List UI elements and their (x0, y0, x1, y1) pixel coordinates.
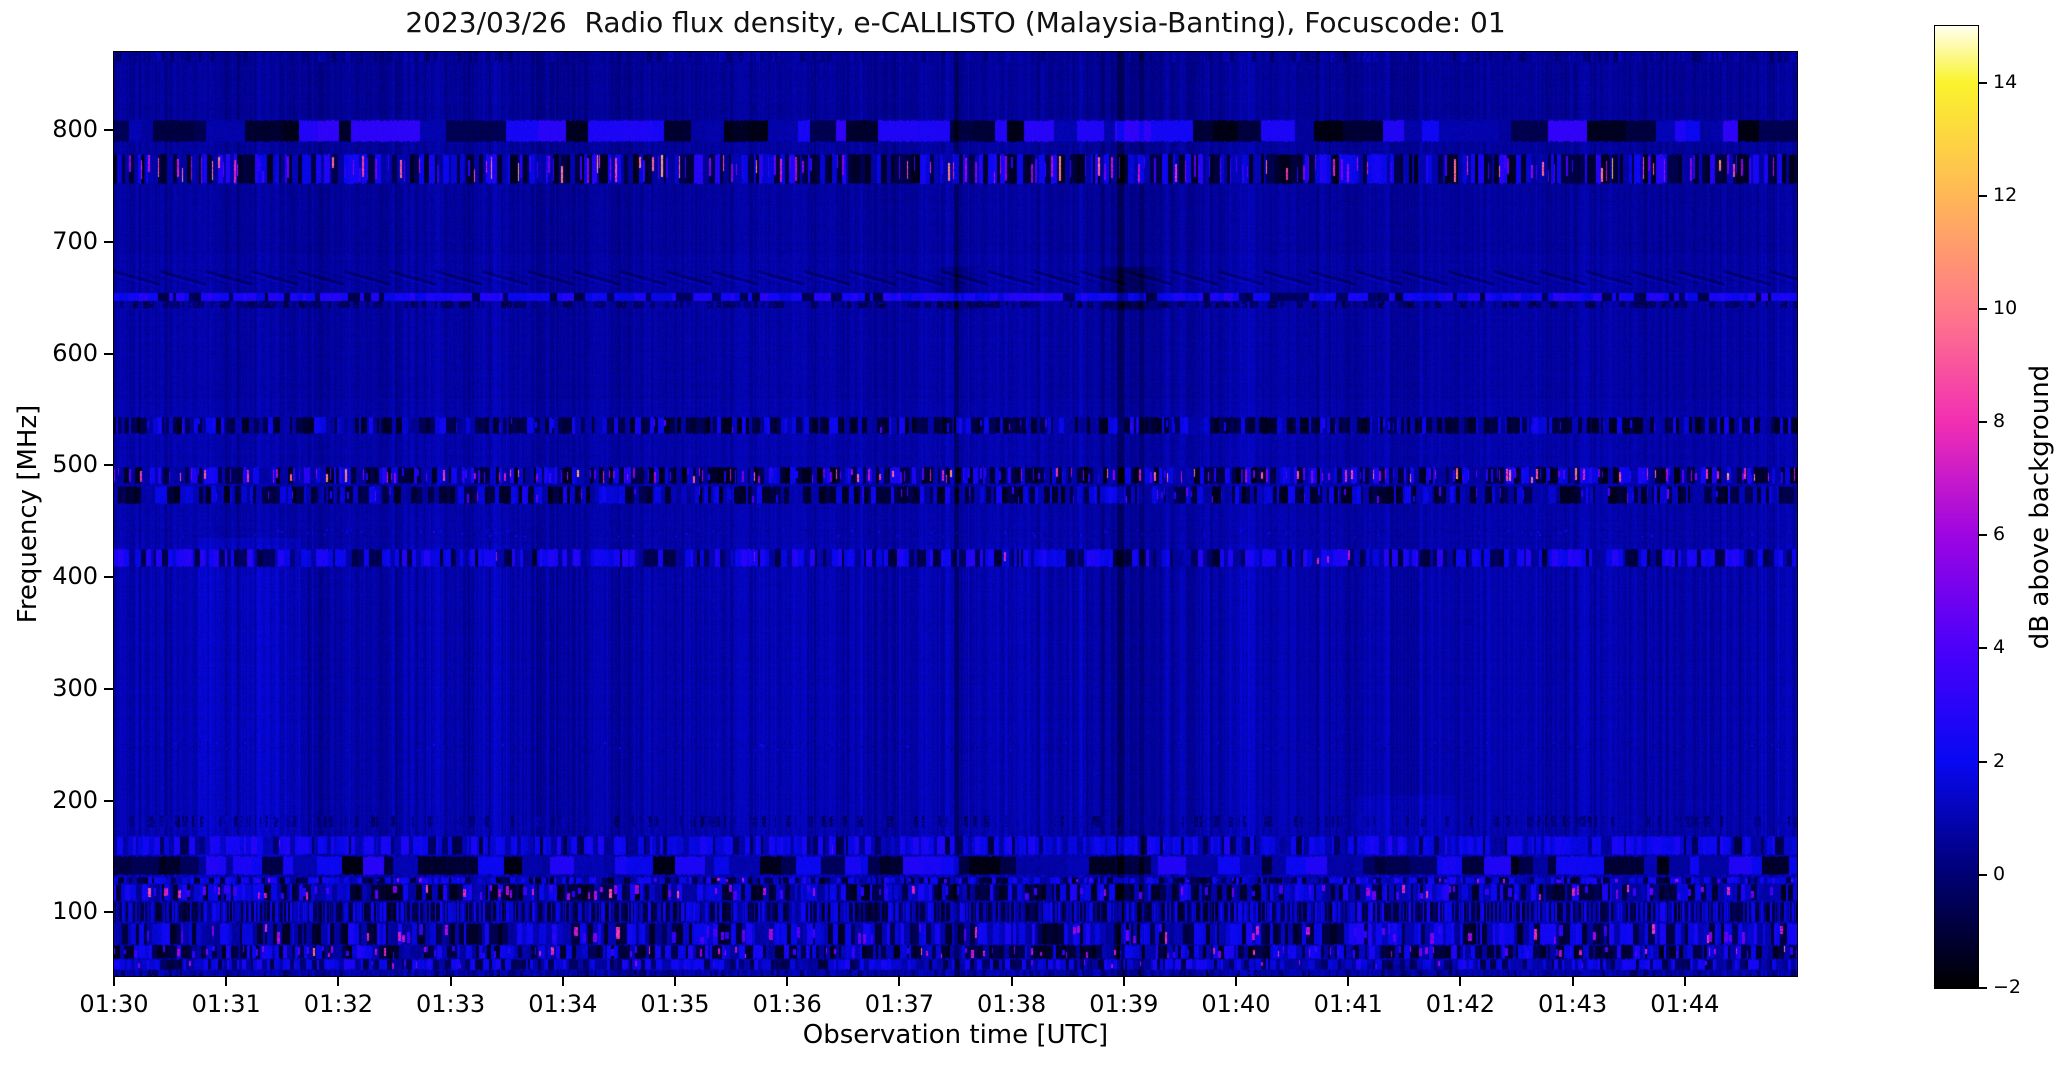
x-tick-mark (898, 977, 901, 986)
y-tick-mark (104, 240, 113, 243)
y-tick-label: 800 (52, 115, 98, 144)
colorbar-tick-label: −2 (1993, 976, 2022, 998)
x-tick-label: 01:31 (191, 990, 261, 1018)
colorbar-tick-mark (1979, 987, 1987, 989)
y-tick-mark (104, 464, 113, 467)
x-tick-mark (1122, 977, 1125, 986)
x-tick-mark (113, 977, 115, 986)
colorbar-tick-mark (1979, 194, 1987, 197)
y-tick-label: 700 (52, 226, 98, 255)
x-tick-mark (1683, 977, 1686, 986)
y-tick-mark (104, 576, 113, 579)
colorbar-tick-label: 6 (1993, 523, 2006, 546)
x-tick-mark (1571, 977, 1574, 986)
x-tick-mark (225, 977, 228, 986)
colorbar-tick-label: 0 (1993, 862, 2006, 885)
x-tick-label: 01:43 (1538, 990, 1608, 1018)
colorbar-tick-label: 4 (1993, 636, 2006, 659)
y-tick-label: 600 (52, 338, 98, 367)
x-tick-mark (786, 977, 789, 986)
x-tick-label: 01:38 (977, 990, 1047, 1018)
y-axis-label: Frequency [MHz] (13, 404, 43, 624)
colorbar-canvas (1935, 26, 1978, 988)
colorbar-tick-label: 12 (1993, 183, 2018, 206)
x-tick-label: 01:40 (1201, 990, 1271, 1018)
x-tick-label: 01:41 (1313, 990, 1383, 1018)
colorbar-tick-mark (1979, 647, 1987, 650)
x-tick-label: 01:32 (303, 990, 373, 1018)
y-tick-label: 500 (52, 450, 98, 479)
x-tick-mark (449, 977, 452, 986)
colorbar-tick-label: 14 (1993, 70, 2018, 93)
y-tick-mark (104, 799, 113, 802)
y-tick-label: 400 (52, 562, 98, 591)
x-tick-mark (1235, 977, 1237, 986)
y-tick-label: 100 (52, 897, 98, 926)
plot-area (113, 51, 1798, 977)
x-tick-label: 01:30 (79, 990, 149, 1018)
y-tick-mark (104, 911, 113, 914)
y-tick-mark (104, 129, 113, 132)
x-tick-label: 01:33 (416, 990, 486, 1018)
colorbar-tick-label: 2 (1993, 749, 2006, 772)
x-tick-label: 01:42 (1425, 990, 1495, 1018)
colorbar-tick-mark (1979, 760, 1987, 763)
x-tick-mark (1459, 977, 1462, 986)
colorbar-tick-mark (1979, 307, 1987, 310)
x-tick-label: 01:36 (752, 990, 822, 1018)
x-tick-mark (1347, 977, 1350, 986)
colorbar-tick-mark (1979, 421, 1987, 424)
colorbar-tick-mark (1979, 873, 1987, 876)
x-tick-label: 01:34 (528, 990, 598, 1018)
colorbar-tick-mark (1979, 81, 1987, 84)
colorbar (1934, 25, 1979, 989)
x-tick-label: 01:39 (1089, 990, 1159, 1018)
y-tick-label: 300 (52, 673, 98, 702)
spectrogram-canvas (114, 52, 1797, 976)
colorbar-tick-label: 8 (1993, 410, 2006, 433)
colorbar-tick-mark (1979, 534, 1987, 537)
y-tick-label: 200 (52, 785, 98, 814)
x-tick-mark (1010, 977, 1013, 986)
x-tick-mark (337, 977, 340, 986)
y-tick-mark (104, 352, 113, 355)
x-tick-mark (561, 977, 564, 986)
x-tick-label: 01:44 (1650, 990, 1720, 1018)
colorbar-label: dB above background (2025, 364, 2055, 650)
x-tick-label: 01:35 (640, 990, 710, 1018)
x-axis-label: Observation time [UTC] (802, 1020, 1109, 1050)
x-tick-mark (674, 977, 676, 986)
colorbar-tick-label: 10 (1993, 296, 2018, 319)
x-tick-label: 01:37 (864, 990, 934, 1018)
page-title: 2023/03/26 Radio flux density, e-CALLIST… (405, 6, 1506, 39)
y-tick-mark (104, 687, 113, 690)
